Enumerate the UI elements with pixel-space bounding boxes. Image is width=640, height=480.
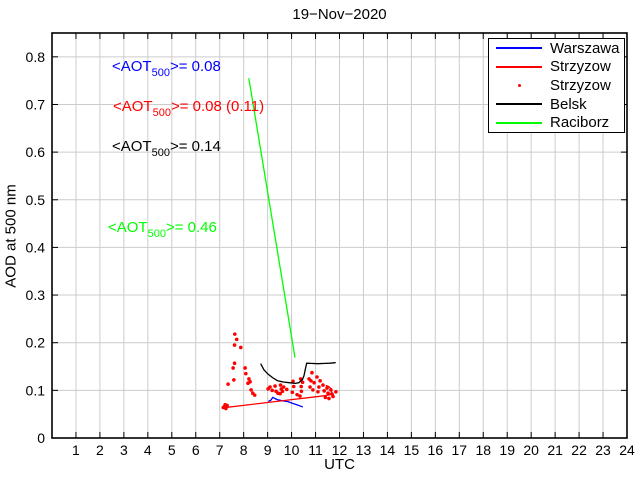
aot-annotation-raciborz: <AOT500>= 0.46: [108, 219, 217, 243]
svg-text:20: 20: [523, 442, 539, 458]
svg-text:11: 11: [308, 442, 323, 458]
svg-text:21: 21: [547, 442, 563, 458]
svg-text:0: 0: [37, 430, 45, 446]
svg-text:0.1: 0.1: [26, 382, 46, 398]
legend-label: Strzyzow: [550, 76, 611, 94]
svg-text:12: 12: [332, 442, 348, 458]
svg-text:17: 17: [452, 442, 468, 458]
svg-text:9: 9: [264, 442, 272, 458]
x-axis-label: UTC: [324, 456, 355, 473]
legend-entry-warszawa: Warszawa: [489, 39, 624, 58]
annotation-subscript: 500: [151, 147, 170, 159]
svg-text:0.2: 0.2: [26, 335, 46, 351]
annotation-value: >= 0.08: [169, 58, 221, 75]
svg-text:15: 15: [404, 442, 420, 458]
svg-text:6: 6: [192, 442, 200, 458]
svg-text:0.4: 0.4: [26, 239, 46, 255]
svg-text:5: 5: [168, 442, 176, 458]
legend-label: Belsk: [550, 95, 587, 113]
aot-annotation-warszawa: <AOT500>= 0.08: [112, 58, 221, 82]
svg-text:0.8: 0.8: [26, 49, 46, 65]
legend-line-sample: [496, 121, 542, 124]
svg-text:24: 24: [619, 442, 635, 458]
svg-text:0.6: 0.6: [26, 144, 46, 160]
svg-text:19: 19: [499, 442, 515, 458]
svg-text:16: 16: [428, 442, 444, 458]
annotation-value: >= 0.08 (0.11): [170, 98, 265, 115]
svg-text:22: 22: [571, 442, 587, 458]
legend-entry-strzyzow-line: Strzyzow: [489, 58, 624, 77]
svg-text:2: 2: [96, 442, 104, 458]
annotation-text: <AOT: [112, 58, 152, 75]
legend-label: Strzyzow: [550, 58, 611, 76]
svg-text:0.3: 0.3: [26, 287, 46, 303]
annotation-text: <AOT: [112, 138, 152, 155]
svg-text:1: 1: [72, 442, 80, 458]
annotation-text: <AOT: [113, 98, 153, 115]
legend-label: Warszawa: [550, 39, 620, 57]
y-axis-label: AOD at 500 nm: [2, 184, 20, 288]
annotation-value: >= 0.14: [169, 138, 221, 155]
legend-label: Raciborz: [550, 114, 610, 132]
svg-text:23: 23: [595, 442, 611, 458]
svg-text:4: 4: [144, 442, 152, 458]
legend-entry-belsk: Belsk: [489, 95, 624, 114]
svg-text:0.7: 0.7: [26, 96, 46, 112]
legend-entry-raciborz: Raciborz: [489, 113, 624, 132]
annotation-subscript: 500: [151, 67, 170, 79]
annotation-subscript: 500: [147, 228, 166, 240]
svg-text:3: 3: [120, 442, 128, 458]
svg-text:14: 14: [380, 442, 396, 458]
annotation-text: <AOT: [108, 219, 148, 236]
legend-line-sample: [496, 103, 542, 106]
legend-dot-sample: [496, 83, 542, 87]
legend-line-sample: [496, 47, 542, 50]
annotation-value: >= 0.46: [165, 219, 217, 236]
svg-text:8: 8: [240, 442, 248, 458]
svg-text:7: 7: [216, 442, 224, 458]
svg-text:10: 10: [284, 442, 300, 458]
svg-text:18: 18: [475, 442, 491, 458]
chart-title: 19−Nov−2020: [292, 6, 387, 23]
annotation-subscript: 500: [152, 107, 171, 119]
svg-text:13: 13: [356, 442, 372, 458]
legend-line-sample: [496, 65, 542, 68]
svg-text:0.5: 0.5: [26, 192, 46, 208]
legend-entry-strzyzow-dot: Strzyzow: [489, 76, 624, 95]
aot-annotation-strzyzow: <AOT500>= 0.08 (0.11): [113, 98, 264, 122]
aot-annotation-belsk: <AOT500>= 0.14: [112, 138, 221, 162]
legend: Warszawa Strzyzow Strzyzow Belsk Racibor…: [488, 38, 625, 133]
